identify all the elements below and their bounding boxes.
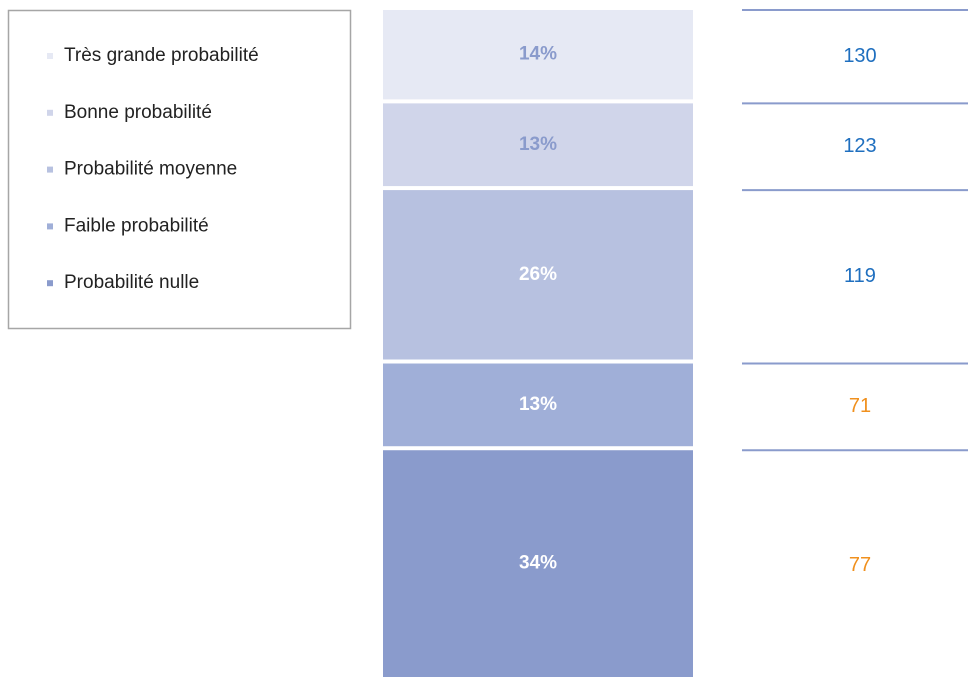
count-label: 130 <box>843 45 876 67</box>
legend-label: Faible probabilité <box>64 215 209 236</box>
value-label: 13% <box>519 134 557 155</box>
legend-marker <box>47 109 53 116</box>
bar-segment <box>383 103 693 187</box>
count-label: 71 <box>849 395 871 417</box>
bar-segment <box>383 450 693 677</box>
legend-label: Très grande probabilité <box>64 45 259 66</box>
count-label: 119 <box>844 265 876 287</box>
legend-marker <box>47 166 53 173</box>
bar-segment <box>383 10 693 100</box>
legend-marker <box>47 223 53 230</box>
legend-label: Probabilité moyenne <box>64 159 237 180</box>
legend-box <box>7 9 352 330</box>
count-label: 77 <box>849 554 871 576</box>
value-label: 26% <box>519 264 557 285</box>
legend-marker <box>47 53 53 59</box>
legend-marker <box>47 280 53 287</box>
value-label: 14% <box>519 44 557 65</box>
count-label: 123 <box>843 135 876 157</box>
bar-segment <box>383 190 693 360</box>
bar-segment <box>383 363 693 447</box>
legend-label: Bonne probabilité <box>64 102 212 123</box>
legend-label: Probabilité nulle <box>64 272 199 293</box>
value-label: 13% <box>519 394 557 415</box>
value-label: 34% <box>519 553 557 574</box>
